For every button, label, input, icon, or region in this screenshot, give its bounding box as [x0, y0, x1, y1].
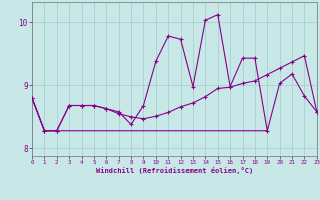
- X-axis label: Windchill (Refroidissement éolien,°C): Windchill (Refroidissement éolien,°C): [96, 167, 253, 174]
